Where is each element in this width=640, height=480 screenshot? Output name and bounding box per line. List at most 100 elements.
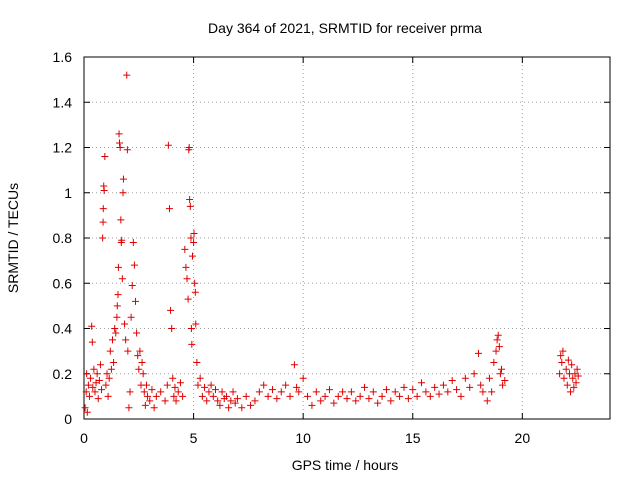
data-point: [293, 383, 301, 391]
data-point: [139, 370, 147, 378]
data-point: [295, 388, 303, 396]
data-point: [99, 234, 107, 242]
data-point: [182, 263, 190, 271]
data-point: [477, 381, 485, 389]
data-point: [564, 356, 572, 364]
data-point: [312, 388, 320, 396]
data-point: [557, 352, 565, 360]
data-point: [84, 381, 92, 389]
data-point: [111, 325, 119, 332]
data-point: [193, 358, 201, 366]
data-point: [457, 392, 465, 400]
data-point: [391, 388, 399, 396]
data-point: [168, 325, 176, 332]
data-point: [574, 372, 582, 380]
axis-ticks: [83, 56, 610, 420]
data-point: [133, 329, 141, 337]
data-point: [396, 392, 404, 400]
data-point: [498, 365, 506, 373]
data-point: [479, 388, 487, 396]
data-point: [426, 392, 434, 400]
data-point: [567, 388, 575, 396]
x-tick-label: 0: [80, 430, 88, 446]
data-point: [88, 322, 96, 330]
data-point: [188, 340, 196, 348]
data-point: [83, 370, 91, 378]
data-point: [126, 388, 134, 396]
data-point: [496, 370, 504, 378]
data-point: [102, 381, 110, 389]
data-point: [570, 383, 578, 391]
data-point: [365, 395, 373, 403]
data-point: [100, 186, 108, 194]
data-point: [142, 381, 150, 389]
data-point: [475, 349, 482, 357]
data-point: [409, 386, 417, 394]
data-point: [96, 361, 104, 369]
data-point: [144, 392, 152, 400]
data-point: [444, 388, 452, 396]
data-point: [568, 361, 576, 369]
data-point: [121, 320, 129, 328]
data-point: [485, 374, 493, 382]
data-point: [130, 261, 138, 269]
data-point: [369, 388, 377, 396]
data-point: [127, 313, 135, 321]
data-point: [114, 263, 122, 271]
data-point: [214, 397, 222, 405]
data-point: [83, 408, 91, 416]
data-point: [165, 205, 173, 213]
data-point: [132, 297, 140, 305]
data-point: [562, 365, 570, 373]
data-point: [191, 279, 199, 287]
data-point: [122, 336, 130, 344]
y-tick-label: 1.6: [53, 49, 73, 65]
data-point: [113, 302, 121, 310]
data-point: [150, 404, 158, 412]
data-point: [98, 386, 106, 394]
data-point: [148, 386, 156, 394]
data-point: [242, 392, 250, 400]
data-point: [198, 392, 206, 400]
data-point: [134, 352, 142, 360]
data-point: [435, 390, 443, 398]
data-point: [387, 397, 395, 405]
data-point: [184, 295, 192, 303]
data-point: [321, 392, 329, 400]
data-point: [119, 189, 127, 197]
data-point: [171, 383, 179, 391]
data-point: [247, 401, 255, 409]
data-point: [492, 347, 500, 355]
data-point: [176, 379, 184, 387]
data-point: [82, 388, 90, 396]
chart-title: Day 364 of 2021, SRMTID for receiver prm…: [208, 20, 482, 36]
data-point: [490, 358, 498, 366]
data-point: [304, 392, 312, 400]
data-point: [117, 216, 125, 224]
data-point: [194, 381, 202, 389]
y-tick-label: 0.4: [53, 321, 73, 337]
data-point: [192, 320, 200, 328]
data-point: [466, 383, 474, 391]
data-point: [112, 329, 120, 337]
data-point: [559, 347, 567, 355]
data-point: [119, 175, 127, 183]
data-point: [125, 404, 133, 412]
data-point: [104, 392, 112, 400]
y-tick-label: 0.2: [53, 366, 73, 382]
data-point: [118, 275, 126, 283]
data-point: [439, 381, 447, 389]
data-point: [128, 282, 136, 290]
x-tick-labels: 0 5 10 15 20: [80, 430, 530, 446]
data-point: [89, 383, 97, 391]
data-point: [495, 343, 503, 351]
data-point: [560, 374, 568, 382]
data-point: [95, 377, 103, 385]
y-tick-label: 0.6: [53, 275, 73, 291]
data-point: [317, 397, 325, 405]
data-point: [251, 397, 259, 405]
data-point: [114, 291, 122, 299]
data-point: [483, 397, 491, 405]
data-point: [169, 374, 177, 382]
data-point: [90, 365, 98, 373]
